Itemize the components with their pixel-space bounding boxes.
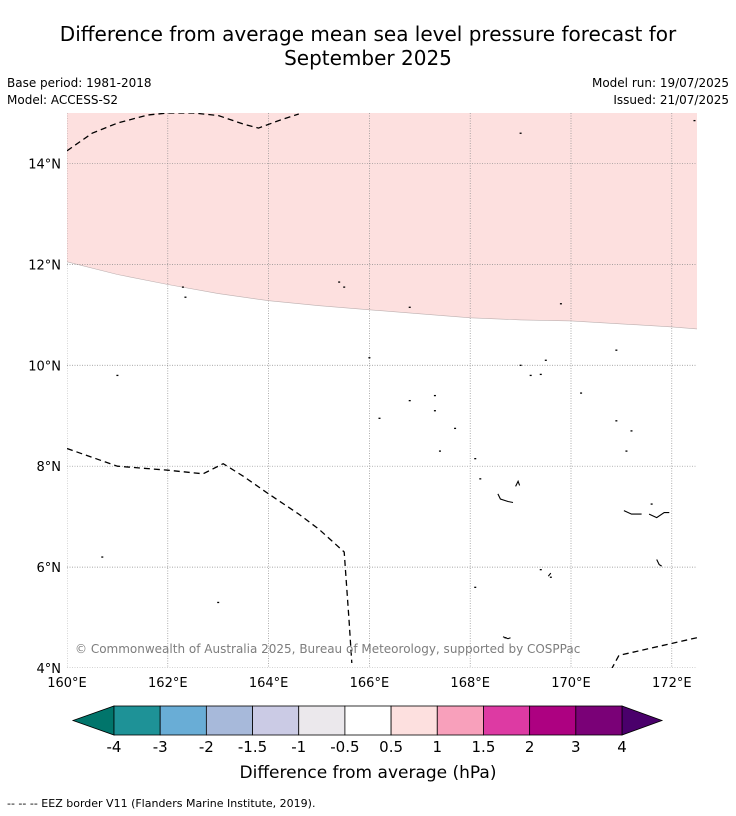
- eez-border-southeast: [611, 637, 697, 668]
- model-name: Model: ACCESS-S2: [7, 93, 119, 107]
- lon-tick-label: 170°E: [551, 676, 591, 691]
- island-marker: [544, 359, 547, 361]
- colorbar-swatch: [390, 705, 438, 736]
- island-marker: [519, 364, 522, 366]
- atoll-outline: [497, 493, 514, 504]
- lat-tick-label: 8°N: [37, 460, 62, 475]
- forecast-info-left: Base period: 1981-2018 Model: ACCESS-S2: [7, 75, 152, 109]
- lon-tick-label: 164°E: [249, 676, 289, 691]
- lat-tick-label: 6°N: [37, 561, 62, 576]
- colorbar-swatch: [575, 705, 623, 736]
- atoll-outline: [648, 512, 670, 519]
- colorbar-tick-label: -4: [107, 738, 122, 756]
- colorbar-swatch: [344, 705, 392, 736]
- lat-tick-label: 14°N: [28, 157, 61, 172]
- colorbar-legend: -4 -3 -2 -1.5 -1 -0.5 0.5 1 1.5 2 3 4 Difference fro…: [71, 705, 664, 783]
- anomaly-region-boundary: [67, 261, 697, 330]
- copyright-notice: © Commonwealth of Australia 2025, Bureau…: [75, 642, 580, 656]
- island-marker: [539, 569, 542, 571]
- island-marker: [615, 420, 618, 422]
- colorbar-swatch: [113, 705, 161, 736]
- island-marker: [217, 601, 220, 604]
- island-marker: [615, 349, 618, 351]
- eez-border-south: [67, 447, 353, 664]
- atoll-outline: [502, 636, 511, 640]
- island-marker: [184, 296, 187, 298]
- colorbar-swatch: [159, 705, 207, 736]
- island-marker: [580, 392, 583, 394]
- island-marker: [529, 374, 532, 377]
- island-marker: [519, 132, 522, 134]
- model-run-date: Model run: 19/07/2025: [591, 76, 729, 90]
- island-marker: [438, 450, 441, 452]
- colorbar-tick-label: -1: [291, 738, 306, 756]
- island-marker: [408, 306, 411, 308]
- lon-tick-label: 172°E: [652, 676, 692, 691]
- forecast-info-right: Model run: 19/07/2025 Issued: 21/07/2025: [592, 75, 729, 109]
- colorbar-tick-label: 4: [617, 738, 627, 756]
- island-marker: [474, 586, 477, 588]
- colorbar-tick-label: -0.5: [330, 738, 359, 756]
- atoll-outline: [547, 572, 552, 577]
- island-marker: [378, 417, 381, 419]
- colorbar-tick-label: 1: [432, 738, 442, 756]
- colorbar-tick-label: -1.5: [238, 738, 267, 756]
- lon-tick-label: 160°E: [47, 676, 87, 691]
- lon-tick-label: 162°E: [148, 676, 188, 691]
- lat-tick-label: 4°N: [37, 662, 62, 677]
- island-marker: [474, 458, 477, 460]
- island-marker: [116, 374, 119, 377]
- chart-title: Difference from average mean sea level p…: [0, 22, 736, 70]
- lat-tick-label: 12°N: [28, 258, 61, 273]
- island-marker: [479, 478, 482, 480]
- anomaly-region-0.5-to-1: [67, 113, 697, 329]
- colorbar-swatch: [483, 705, 531, 736]
- island-marker: [559, 303, 562, 305]
- colorbar-swatch: [252, 705, 300, 736]
- colorbar-extend-high: [621, 705, 664, 736]
- island-marker: [343, 286, 346, 288]
- colorbar-extend-low: [71, 705, 115, 736]
- atoll-outline: [515, 479, 521, 487]
- title-line-2: September 2025: [284, 46, 452, 70]
- colorbar-tick-label: 3: [571, 738, 581, 756]
- island-marker: [101, 556, 104, 558]
- island-marker: [454, 427, 457, 430]
- title-line-1: Difference from average mean sea level p…: [59, 22, 677, 46]
- island-marker: [549, 576, 552, 578]
- map-content: [67, 113, 697, 668]
- island-marker: [650, 503, 653, 505]
- base-period: Base period: 1981-2018: [7, 76, 152, 90]
- island-marker: [408, 399, 411, 402]
- colorbar-swatch: [298, 705, 346, 736]
- colorbar-swatch: [529, 705, 577, 736]
- colorbar-tick-label: -2: [199, 738, 214, 756]
- colorbar-tick-label: 0.5: [379, 738, 403, 756]
- issued-date: Issued: 21/07/2025: [613, 93, 729, 107]
- eez-border-note: -- -- -- EEZ border V11 (Flanders Marine…: [7, 797, 316, 810]
- lat-tick-label: 10°N: [28, 359, 61, 374]
- lon-tick-label: 166°E: [350, 676, 390, 691]
- island-marker: [338, 281, 341, 283]
- island-marker: [625, 450, 628, 452]
- map-axes: 160°E 162°E 164°E 166°E 168°E 170°E 172°E 4°N 6°…: [28, 157, 691, 691]
- lon-tick-label: 168°E: [450, 676, 490, 691]
- island-marker: [693, 119, 696, 122]
- island-marker: [630, 430, 633, 432]
- colorbar-tick-label: 1.5: [472, 738, 496, 756]
- colorbar-swatch: [436, 705, 484, 736]
- map-plot-area: [67, 113, 697, 668]
- atoll-outline: [656, 559, 662, 567]
- island-marker: [433, 410, 436, 412]
- island-marker: [181, 286, 184, 288]
- island-marker: [368, 357, 371, 359]
- colorbar-tick-label: -3: [153, 738, 168, 756]
- colorbar-swatch: [205, 705, 253, 736]
- colorbar-title: Difference from average (hPa): [240, 763, 497, 783]
- island-marker: [539, 373, 542, 376]
- island-marker: [433, 394, 436, 397]
- atoll-outline: [623, 510, 642, 515]
- colorbar-tick-label: 2: [525, 738, 535, 756]
